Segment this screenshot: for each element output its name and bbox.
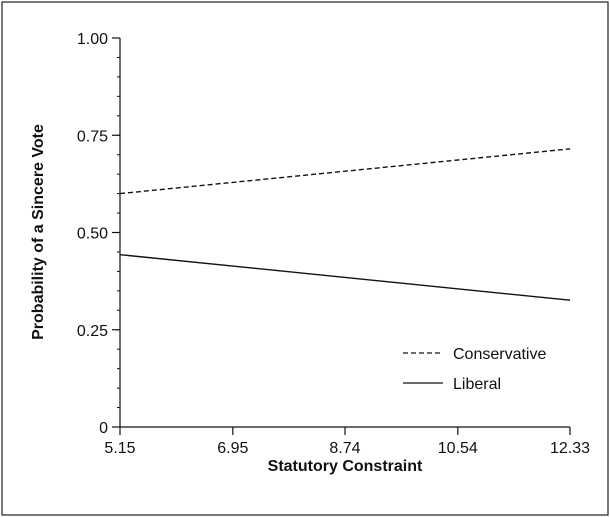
x-tick-label: 8.74 <box>329 440 360 457</box>
x-ticks: 5.15 6.95 8.74 10.54 12.33 <box>104 427 590 457</box>
y-tick-label: 0.75 <box>77 128 108 145</box>
x-tick-label: 6.95 <box>217 440 248 457</box>
legend: Conservative Liberal <box>403 346 546 393</box>
legend-item-liberal: Liberal <box>403 376 501 393</box>
x-tick-label: 5.15 <box>104 440 135 457</box>
y-tick-label: 0.50 <box>77 226 108 243</box>
y-axis-title: Probability of a Sincere Vote <box>30 124 47 340</box>
x-tick-label: 12.33 <box>550 440 590 457</box>
x-axis-title: Statutory Constraint <box>268 458 423 475</box>
series-layer <box>119 148 571 301</box>
x-tick-label: 10.54 <box>438 440 478 457</box>
legend-label-conservative: Conservative <box>453 346 546 363</box>
y-tick-label: 0.25 <box>77 323 108 340</box>
legend-label-liberal: Liberal <box>453 376 501 393</box>
y-ticks: 0 0.25 0.50 0.75 1.00 <box>77 31 120 437</box>
series-line-liberal <box>119 253 571 301</box>
y-tick-label: 0 <box>99 420 108 437</box>
y-tick-label: 1.00 <box>77 31 108 48</box>
series-line-conservative <box>119 148 571 195</box>
legend-item-conservative: Conservative <box>403 346 546 363</box>
